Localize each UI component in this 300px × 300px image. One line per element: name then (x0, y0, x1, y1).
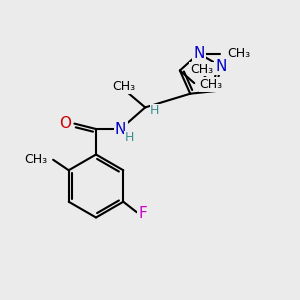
Text: CH₃: CH₃ (200, 78, 223, 91)
Text: O: O (59, 116, 71, 131)
Text: H: H (150, 104, 160, 117)
Text: N: N (193, 46, 204, 61)
Text: CH₃: CH₃ (190, 63, 213, 76)
Text: H: H (124, 131, 134, 144)
Text: CH₃: CH₃ (227, 47, 250, 60)
Text: CH₃: CH₃ (112, 80, 136, 93)
Text: F: F (138, 206, 147, 221)
Text: N: N (215, 59, 226, 74)
Text: CH₃: CH₃ (25, 153, 48, 166)
Text: N: N (115, 122, 126, 136)
